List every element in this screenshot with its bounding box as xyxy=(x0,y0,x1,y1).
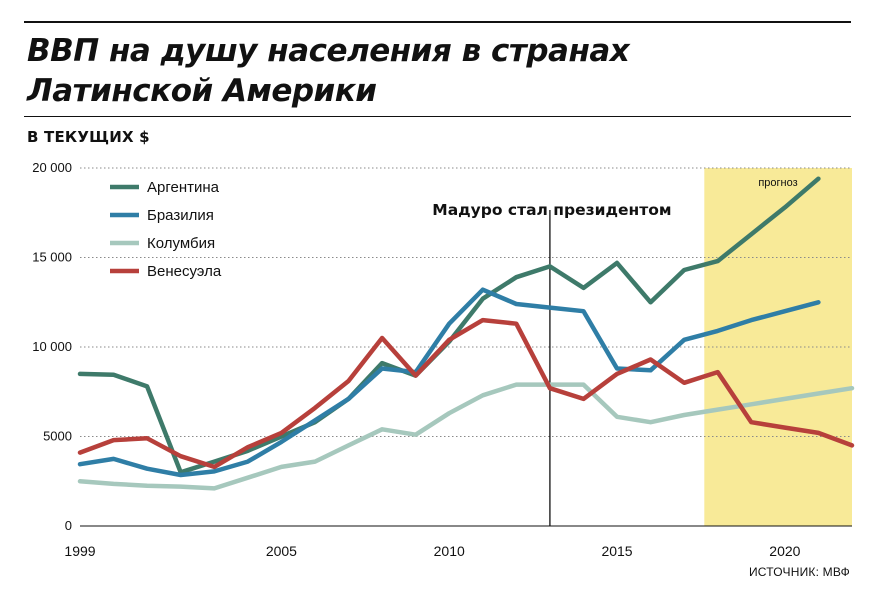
page-title: ВВП на душу населения в странах Латинско… xyxy=(27,31,787,111)
source-note: ИСТОЧНИК: МВФ xyxy=(748,565,850,579)
series-line-Венесуэла xyxy=(77,317,855,470)
axis-layer: 0 5000 10 000 15 000 20 000 1999 2005 2010 2015 2… xyxy=(32,160,800,559)
x-tick-label: 2020 xyxy=(769,543,800,559)
forecast-band xyxy=(704,168,852,526)
forecast-layer: прогноз xyxy=(704,168,852,526)
forecast-label: прогноз xyxy=(758,177,797,189)
legend-label: Бразилия xyxy=(147,207,214,224)
x-tick-label: 2005 xyxy=(266,543,297,559)
series-layer xyxy=(77,176,855,491)
chart-subtitle: В ТЕКУЩИХ $ xyxy=(27,128,150,146)
legend: Аргентина Бразилия Колумбия Венесуэла xyxy=(110,179,222,280)
x-tick-label: 1999 xyxy=(64,543,95,559)
annotation-layer: Мадуро стал президентом xyxy=(432,201,672,526)
grid-layer xyxy=(80,167,852,527)
series-line-Колумбия xyxy=(77,382,855,491)
y-tick-label: 15 000 xyxy=(32,250,72,265)
x-tick-label: 2010 xyxy=(434,543,465,559)
y-tick-label: 20 000 xyxy=(32,160,72,175)
x-tick-label: 2015 xyxy=(601,543,632,559)
series-line-Бразилия xyxy=(77,287,821,478)
subtitle-rule xyxy=(24,116,851,117)
legend-label: Аргентина xyxy=(147,179,220,196)
legend-label: Колумбия xyxy=(147,235,215,252)
maduro-annotation: Мадуро стал президентом xyxy=(432,201,671,219)
title-line-2: Латинской Америки xyxy=(27,73,377,109)
top-rule xyxy=(24,21,851,23)
title-line-1: ВВП на душу населения в странах xyxy=(27,33,630,69)
legend-label: Венесуэла xyxy=(147,263,222,280)
y-tick-label: 10 000 xyxy=(32,339,72,354)
y-tick-label: 5000 xyxy=(43,429,72,444)
y-tick-label: 0 xyxy=(65,518,72,533)
